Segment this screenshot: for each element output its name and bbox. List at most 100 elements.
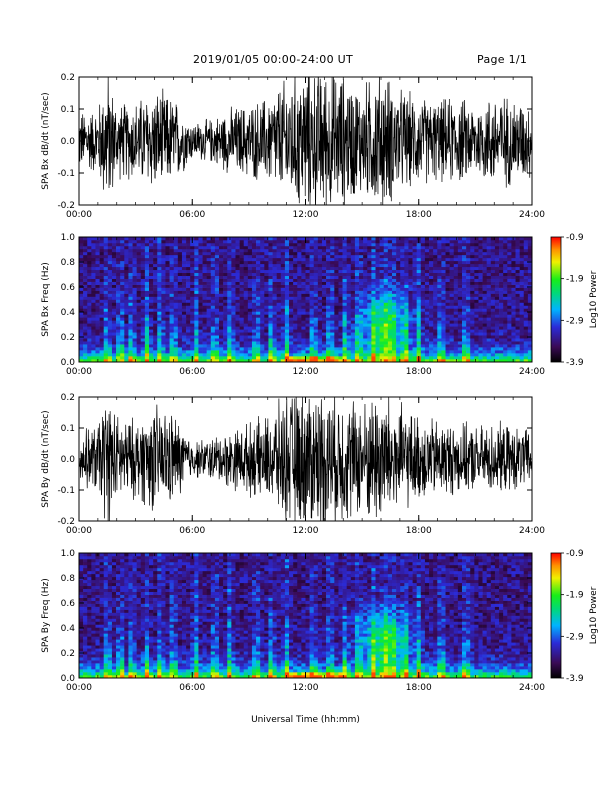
- spectrogram-cell: [494, 290, 500, 294]
- spectrogram-cell: [276, 269, 282, 274]
- spectrogram-cell: [474, 335, 479, 339]
- spectrogram-cell: [400, 350, 405, 354]
- spectrogram-cell: [301, 323, 306, 327]
- spectrogram-cell: [153, 245, 158, 250]
- spectrogram-cell: [223, 275, 228, 279]
- spectrogram-cell: [83, 597, 88, 601]
- spectrogram-cell: [490, 329, 496, 333]
- spectrogram-cell: [507, 320, 512, 324]
- spectrogram-cell: [79, 287, 84, 291]
- spectrogram-cell: [103, 353, 109, 357]
- spectrogram-cell: [214, 317, 220, 321]
- spectrogram-cell: [317, 338, 323, 342]
- spectrogram-cell: [387, 290, 393, 294]
- spectrogram-cell: [256, 299, 261, 303]
- spectrogram-cell: [363, 341, 368, 345]
- spectrogram-cell: [350, 239, 356, 244]
- x-tick-label: 06:00: [179, 367, 205, 377]
- spectrogram-cell: [124, 245, 129, 250]
- spectrogram-cell: [280, 311, 286, 315]
- spectrogram-cell: [136, 332, 142, 336]
- spectrogram-cell: [140, 341, 146, 345]
- spectrogram-cell: [466, 335, 471, 339]
- spectrogram-cell: [363, 266, 368, 271]
- spectrogram-cell: [420, 353, 426, 357]
- spectrogram-cell: [408, 272, 413, 276]
- spectrogram-cell: [445, 353, 450, 357]
- spectrogram-cell: [190, 308, 195, 312]
- spectrogram-cell: [511, 290, 516, 294]
- spectrogram-cell: [429, 320, 434, 324]
- spectrogram-cell: [231, 296, 236, 300]
- spectrogram-cell: [251, 248, 257, 253]
- spectrogram-cell: [453, 353, 459, 357]
- spectrogram-cell: [391, 239, 397, 244]
- spectrogram-cell: [387, 281, 393, 285]
- spectrogram-cell: [231, 245, 236, 250]
- spectrogram-cell: [420, 350, 426, 354]
- spectrogram-cell: [305, 329, 310, 333]
- spectrogram-cell: [445, 275, 450, 279]
- spectrogram-cell: [157, 281, 162, 285]
- spectrogram-cell: [371, 305, 376, 309]
- spectrogram-cell: [338, 272, 343, 276]
- spectrogram-cell: [354, 257, 360, 262]
- spectrogram-cell: [321, 284, 327, 288]
- spectrogram-cell: [503, 239, 508, 244]
- spectrogram-cell: [466, 344, 471, 348]
- spectrogram-cell: [305, 317, 310, 321]
- spectrogram-cell: [342, 335, 347, 339]
- spectrogram-cell: [177, 350, 183, 354]
- spectrogram-cell: [461, 290, 467, 294]
- spectrogram-cell: [235, 359, 240, 363]
- spectrogram-cell: [350, 293, 356, 297]
- spectrogram-cell: [284, 242, 290, 247]
- spectrogram-cell: [523, 242, 529, 247]
- spectrogram-cell: [128, 311, 133, 315]
- spectrogram-cell: [494, 305, 500, 309]
- spectrogram-cell: [499, 299, 504, 303]
- spectrogram-cell: [206, 254, 212, 259]
- spectrogram-cell: [202, 359, 207, 363]
- spectrogram-cell: [235, 311, 240, 315]
- spectrogram-cell: [293, 323, 298, 327]
- spectrogram-cell: [354, 242, 360, 247]
- spectrogram-cell: [284, 329, 290, 333]
- spectrogram-cell: [157, 359, 162, 363]
- spectrogram-cell: [383, 314, 389, 318]
- spectrogram-cell: [424, 239, 430, 244]
- spectrogram-cell: [420, 237, 426, 241]
- spectrogram-cell: [309, 311, 315, 315]
- spectrogram-cell: [165, 248, 170, 253]
- spectrogram-cell: [408, 320, 413, 324]
- spectrogram-cell: [466, 299, 471, 303]
- y-tick-label: 0.0: [61, 455, 76, 465]
- spectrogram-cell: [305, 272, 310, 276]
- spectrogram-cell: [527, 347, 533, 351]
- y-tick-label: 1.0: [61, 233, 76, 243]
- spectrogram-cell: [461, 245, 467, 250]
- spectrogram-cell: [214, 281, 220, 285]
- spectrogram-cell: [383, 296, 389, 300]
- spectrogram-cell: [317, 284, 323, 288]
- spectrogram-cell: [149, 296, 154, 300]
- spectrogram-cell: [482, 290, 487, 294]
- spectrogram-cell: [177, 290, 183, 294]
- spectrogram-cell: [190, 275, 195, 279]
- spectrogram-cell: [280, 275, 286, 279]
- spectrogram-cell: [140, 347, 146, 351]
- spectrogram-cell: [309, 296, 315, 300]
- spectrogram-cell: [461, 242, 467, 247]
- spectrogram-cell: [309, 353, 315, 357]
- spectrogram-cell: [429, 332, 434, 336]
- spectrogram-cell: [371, 329, 376, 333]
- spectrogram-cell: [383, 254, 389, 259]
- spectrogram-cell: [519, 281, 525, 285]
- spectrogram-cell: [264, 242, 269, 247]
- spectrogram-cell: [441, 353, 446, 357]
- spectrogram-cell: [153, 272, 158, 276]
- spectrogram-cell: [367, 344, 372, 348]
- x-tick-label: 18:00: [406, 526, 432, 536]
- spectrogram-cell: [453, 314, 459, 318]
- spectrogram-cell: [449, 290, 455, 294]
